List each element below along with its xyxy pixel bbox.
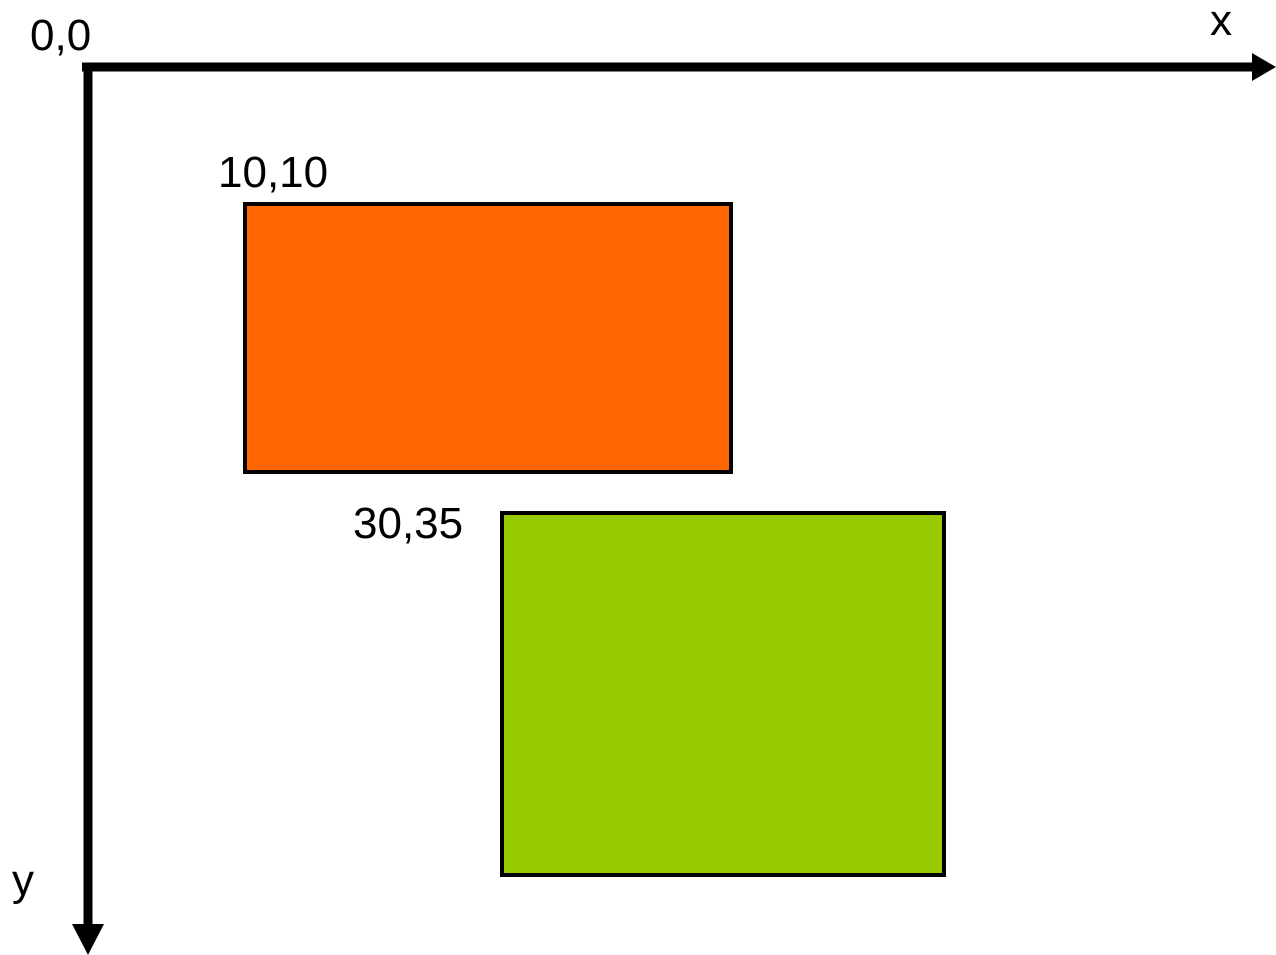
orange-rectangle-corner-label: 10,10 bbox=[218, 148, 328, 197]
y-axis-label: y bbox=[12, 856, 34, 905]
x-axis-label: x bbox=[1210, 0, 1232, 45]
green-rectangle-corner-label: 30,35 bbox=[353, 499, 463, 548]
orange-rectangle bbox=[243, 202, 733, 474]
green-rectangle bbox=[500, 511, 946, 877]
x-axis-arrowhead bbox=[1252, 53, 1276, 81]
y-axis-arrowhead bbox=[72, 924, 104, 955]
origin-label: 0,0 bbox=[30, 11, 91, 60]
